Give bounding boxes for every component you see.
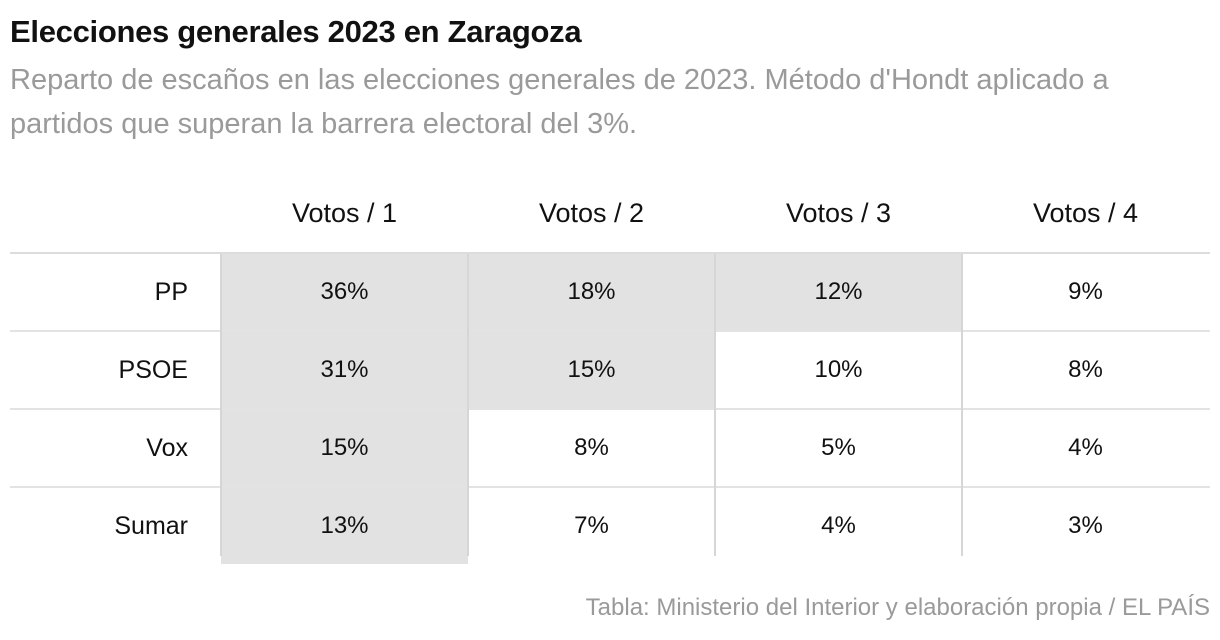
seat-cell: 12% [715,254,962,330]
column-divider [714,254,716,556]
column-header-2: Votos / 2 [538,198,645,228]
value-cell: 4% [821,512,856,539]
chart-subtitle: Reparto de escaños en las elecciones gen… [10,64,1109,140]
table-row-vox: Vox 15% 8% 5% 4% [10,410,1210,488]
value-cell: 4% [1068,434,1103,461]
dhondt-table: Votos / 1 Votos / 2 Votos / 3 Votos / 4 PP 3… [10,180,1210,564]
value-cell: 10% [814,356,863,383]
party-label: Vox [146,434,188,462]
column-divider [961,254,963,556]
seat-cell: 15% [468,332,715,408]
seat-cell: 36% [221,254,468,330]
column-header-1: Votos / 1 [291,198,398,228]
table-body: PP 36% 18% 12% 9% PSOE 31% 15% 10% 8% Vox 15% 8% 5% 4%… [10,254,1210,564]
party-label: Sumar [114,512,188,540]
seat-cell: 18% [468,254,715,330]
party-label: PSOE [118,356,188,384]
table-row-psoe: PSOE 31% 15% 10% 8% [10,332,1210,410]
column-header-4: Votos / 4 [1032,198,1139,228]
value-cell: 7% [574,512,609,539]
chart-title: Elecciones generales 2023 en Zaragoza [10,14,582,49]
value-cell: 3% [1068,512,1103,539]
value-cell: 8% [574,434,609,461]
value-cell: 8% [1068,356,1103,383]
value-cell: 5% [821,434,856,461]
seat-cell: 31% [221,332,468,408]
table-row-pp: PP 36% 18% 12% 9% [10,254,1210,332]
table-row-sumar: Sumar 13% 7% 4% 3% [10,488,1210,564]
column-divider [220,254,222,556]
seat-cell: 13% [221,488,468,564]
source-note: Tabla: Ministerio del Interior y elabora… [585,594,1210,621]
column-header-3: Votos / 3 [785,198,892,228]
seat-cell: 15% [221,410,468,486]
column-divider [467,254,469,556]
party-label: PP [154,278,188,306]
value-cell: 9% [1068,278,1103,305]
table-header-row: Votos / 1 Votos / 2 Votos / 3 Votos / 4 [10,180,1210,254]
